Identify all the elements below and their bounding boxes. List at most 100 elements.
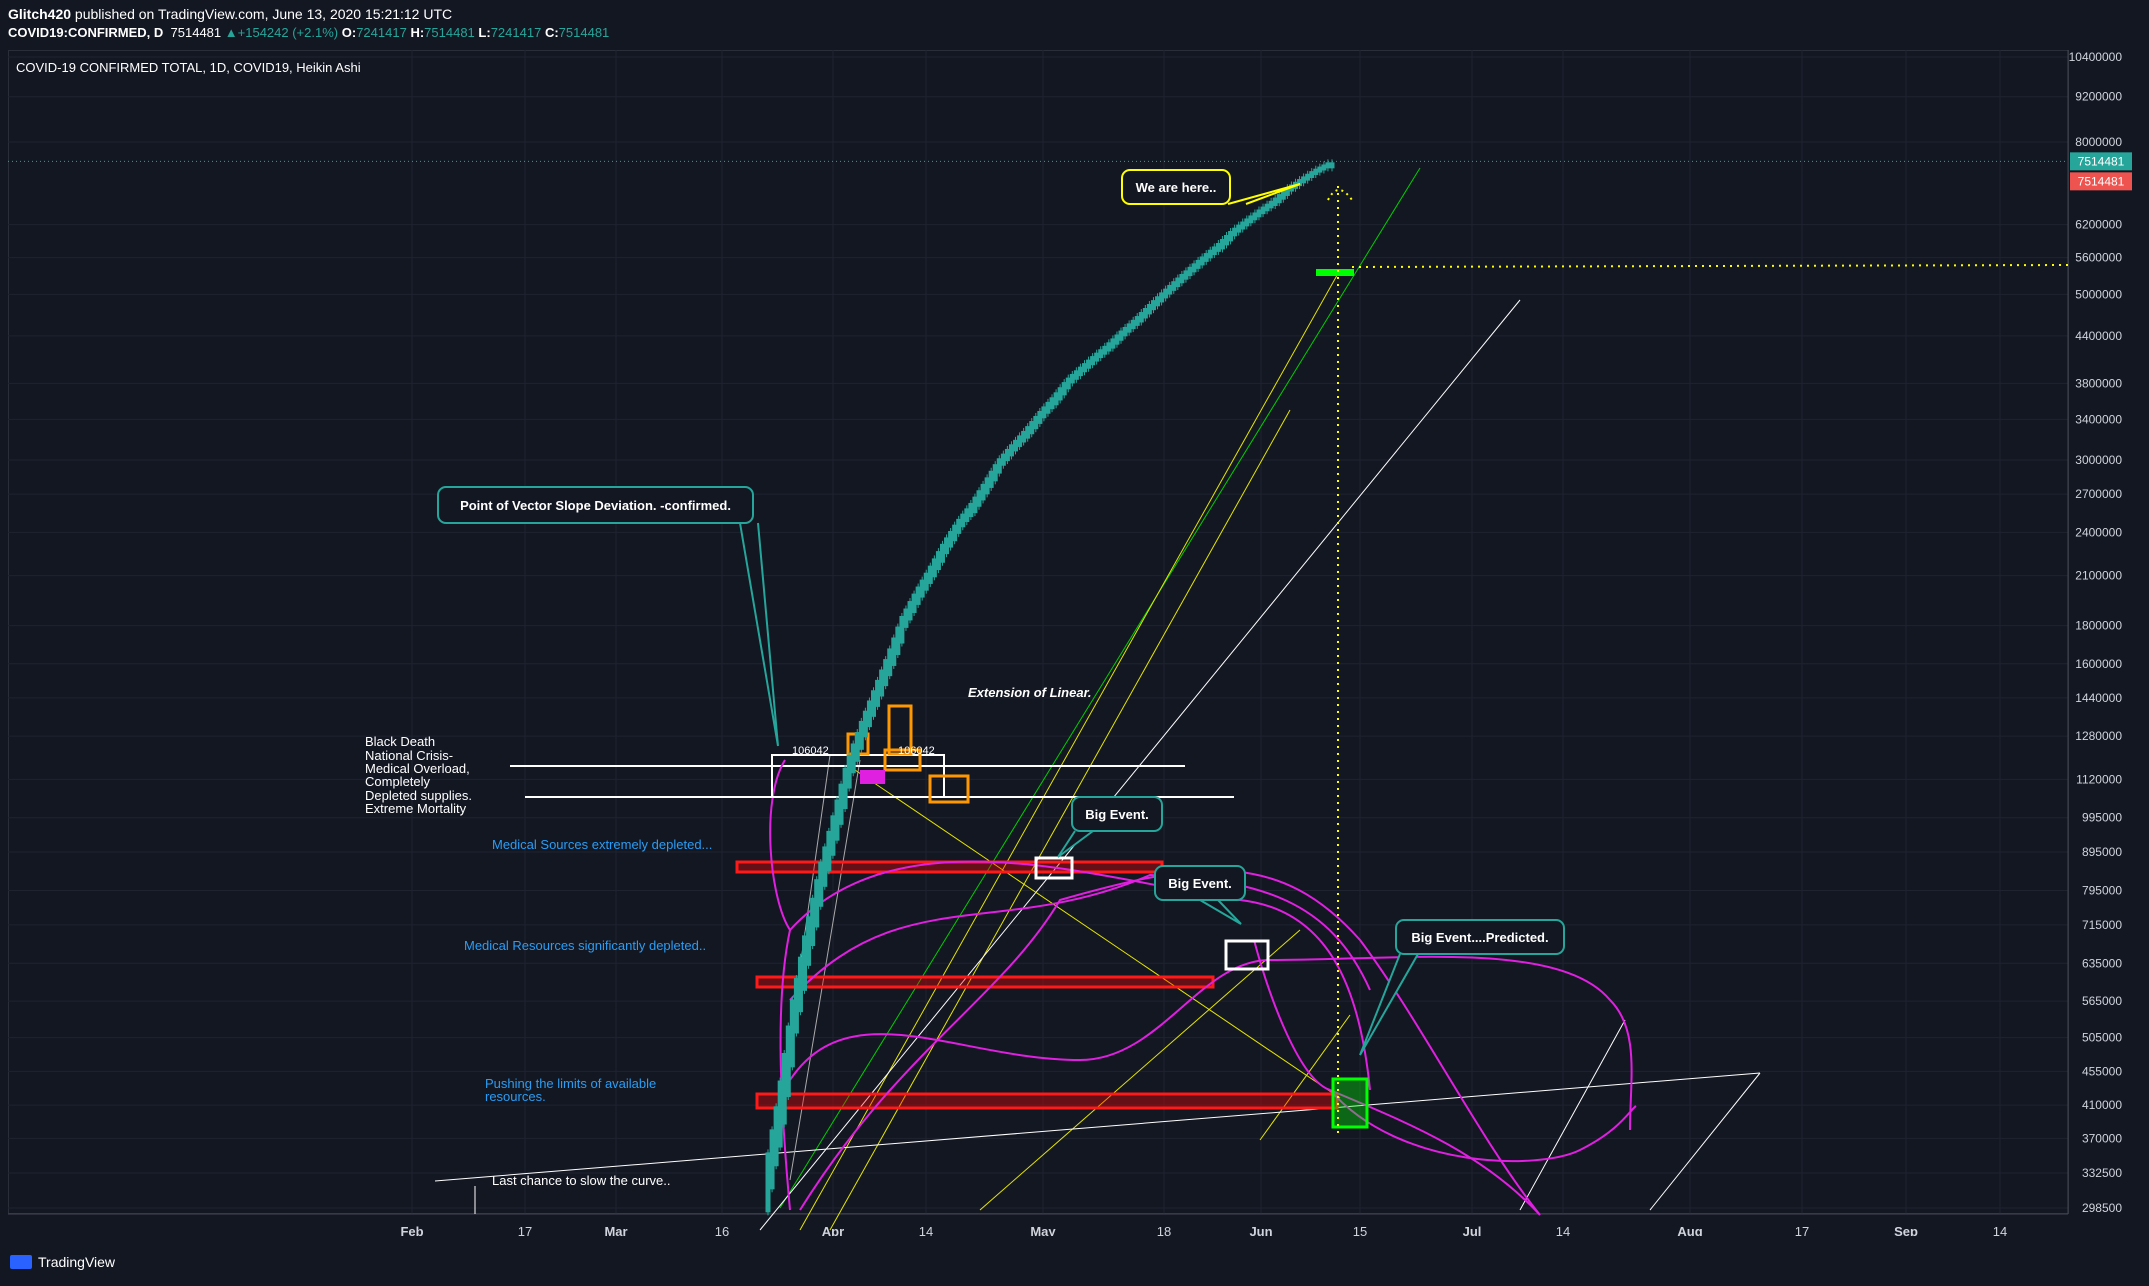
candle-body (1004, 448, 1010, 462)
y-tick-label: 332500 (2082, 1166, 2122, 1180)
candle-body (1175, 277, 1181, 288)
author-name[interactable]: Glitch420 (8, 6, 72, 22)
candle-body (964, 508, 970, 523)
candle-body (1061, 382, 1067, 396)
x-tick-label: May (1030, 1224, 1056, 1239)
callout-big-event-2-pointer (1199, 899, 1242, 925)
candle-body (1232, 227, 1238, 237)
open-label: O: (341, 25, 357, 40)
candle-body (854, 732, 860, 762)
candle-body (1114, 334, 1120, 345)
callout-we-are-here (1121, 169, 1301, 205)
publish-text: published on TradingView.com, June 13, 2… (71, 6, 453, 22)
orange-box (883, 748, 922, 772)
x-tick-label: 17 (518, 1224, 532, 1239)
candle-body (1102, 345, 1108, 355)
candle-body (822, 846, 828, 887)
candle-body (944, 537, 950, 555)
white-trendline-3 (1519, 1019, 1626, 1211)
candle-body (838, 783, 844, 825)
candle-body (1013, 439, 1019, 452)
orange-box (887, 704, 913, 756)
publish-info: Glitch420 published on TradingView.com, … (8, 6, 452, 22)
y-tick-label: 4400000 (2075, 329, 2122, 343)
callout-big-event-predicted-box (1395, 919, 1565, 955)
candle-body (992, 464, 998, 482)
candle-body (793, 978, 799, 1034)
candle-body (1248, 215, 1254, 224)
callout-big-event-1-pointer (1057, 830, 1094, 858)
y-tick-label: 1800000 (2075, 619, 2122, 633)
candle-body (911, 593, 917, 613)
candle-body (1203, 253, 1209, 262)
candle-body (1090, 356, 1096, 366)
candle-body (960, 513, 966, 528)
high-label: H: (410, 25, 425, 40)
y-tick-label: 9200000 (2075, 90, 2122, 104)
candle-body (927, 565, 933, 584)
callout-we-are-here-box (1121, 169, 1231, 205)
candle-body (1325, 162, 1331, 169)
symbol-info: COVID19:CONFIRMED, D 7514481 ▲+154242 (+… (8, 25, 609, 40)
label-medical-sources: Medical Sources extremely depleted... (492, 837, 712, 852)
price-change: ▲+154242 (+2.1%) (224, 25, 339, 40)
candle-body (1272, 197, 1278, 206)
y-tick-label: 635000 (2082, 956, 2122, 970)
candle-body (769, 1129, 775, 1190)
callout-big-event-2 (1154, 865, 1246, 925)
candle-body (810, 897, 816, 947)
candle-body (1207, 249, 1213, 259)
candle-body (1256, 209, 1262, 218)
last-price-tag-text: 7514481 (2078, 154, 2125, 168)
candle-body (1280, 190, 1286, 200)
candle-body (1041, 406, 1047, 419)
candle-body (1163, 288, 1169, 299)
yellow-trendline-4 (1259, 1014, 1351, 1141)
x-tick-label: Aug (1677, 1224, 1702, 1239)
candle-body (1159, 292, 1165, 303)
footer (0, 1236, 2149, 1286)
candle-body (1037, 410, 1043, 424)
candle-body (842, 767, 848, 810)
candle-body (858, 720, 864, 750)
candle-body (939, 543, 945, 563)
candle-body (1155, 296, 1161, 307)
candle-body (1146, 303, 1152, 315)
white-trendline-2 (434, 1072, 1761, 1182)
x-tick-label: Feb (400, 1224, 423, 1239)
y-tick-label: 370000 (2082, 1131, 2122, 1145)
crisis-label-line: Extreme Mortality (365, 801, 467, 816)
candle-body (984, 477, 990, 495)
green-marker (1316, 269, 1354, 276)
grey-fan-line-2 (789, 759, 861, 1181)
candle-body (1086, 359, 1092, 369)
candle-body (1187, 266, 1193, 277)
magenta-curve (789, 955, 1633, 1131)
white-box-event-1 (1034, 856, 1074, 880)
candle-body (846, 754, 852, 789)
candle-body (1098, 349, 1104, 359)
candle-body (1236, 224, 1242, 233)
close-value: 7514481 (558, 25, 610, 40)
magenta-block (860, 770, 885, 784)
candle-body (1142, 308, 1148, 319)
candle-body (1244, 218, 1250, 227)
drawings (434, 167, 2069, 1231)
candle-body (899, 615, 905, 644)
y-tick-label: 3800000 (2075, 376, 2122, 390)
callout-big-event-2-box (1154, 865, 1246, 901)
candle-body (1167, 284, 1173, 295)
candle-body (879, 669, 885, 697)
candle-body (1069, 373, 1075, 384)
x-tick-label: 14 (1993, 1224, 2007, 1239)
candle-body (1138, 312, 1144, 323)
candle-body (818, 861, 824, 907)
candle-body (1215, 243, 1221, 252)
callout-we-are-here-text: We are here.. (1136, 180, 1217, 195)
candle-body (834, 799, 840, 841)
candle-body (1025, 426, 1031, 439)
candle-body (1305, 173, 1311, 181)
x-tick-label: 14 (919, 1224, 933, 1239)
tradingview-logo[interactable]: TradingView (10, 1254, 115, 1270)
